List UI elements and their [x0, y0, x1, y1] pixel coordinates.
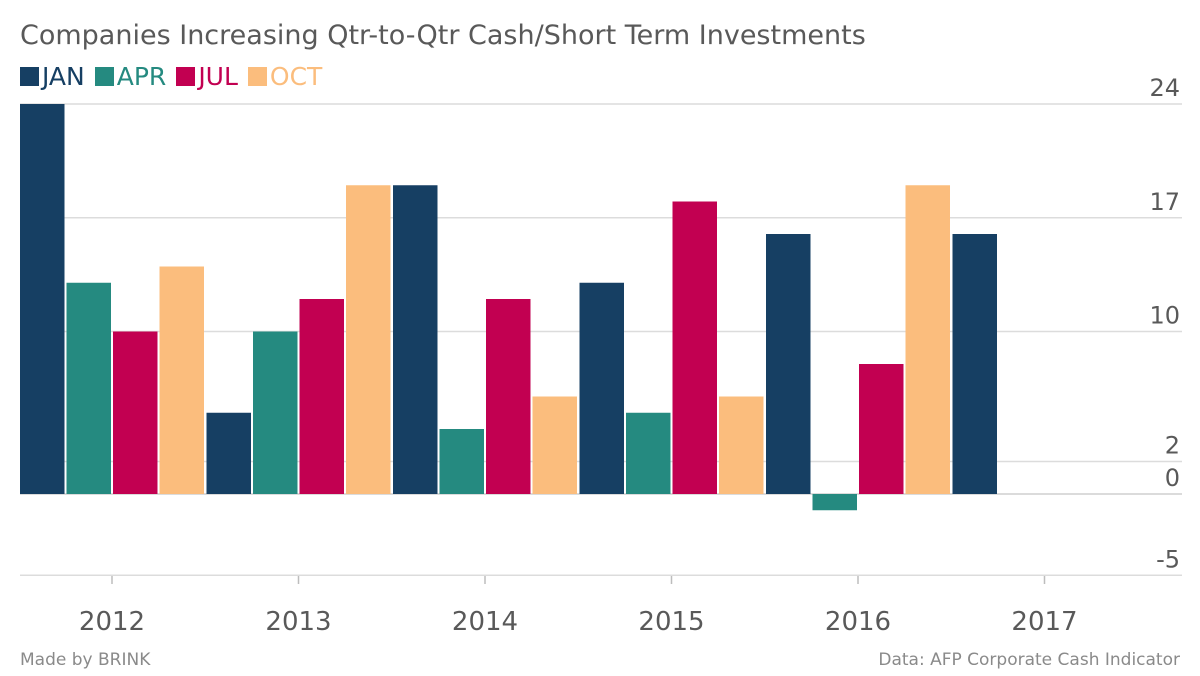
bar-jan-2014: [393, 185, 438, 494]
bar-jan-2013: [206, 412, 251, 494]
legend-item-oct: OCT: [247, 61, 323, 91]
x-tick-label: 2014: [452, 607, 518, 637]
y-tick-label: -5: [1156, 545, 1180, 573]
bar-apr-2016: [812, 494, 857, 511]
x-tick-label: 2012: [79, 607, 145, 637]
bar-jan-2015: [579, 282, 624, 494]
legend-label-oct: OCT: [269, 61, 323, 91]
legend-swatch-oct: [247, 66, 267, 86]
bar-jan-2012: [20, 104, 65, 494]
x-axis-labels: 2012 2013 2014 2015 2016 2017: [79, 576, 1078, 637]
bar-oct-2012: [159, 266, 204, 494]
bar-jul-2013: [299, 299, 344, 494]
bar-apr-2012: [66, 282, 111, 494]
x-tick-label: 2015: [638, 607, 704, 637]
legend-swatch-jul: [176, 66, 196, 86]
legend: JAN APR JUL OCT: [20, 60, 332, 92]
legend-item-jan: JAN: [20, 62, 85, 91]
bar-apr-2015: [626, 412, 671, 494]
legend-label-jul: JUL: [198, 61, 238, 91]
legend-label-jan: JAN: [42, 61, 85, 91]
y-tick-label: 17: [1149, 188, 1180, 216]
x-tick-label: 2017: [1011, 607, 1077, 637]
chart-title: Companies Increasing Qtr-to-Qtr Cash/Sho…: [20, 20, 866, 51]
y-tick-label: 2: [1165, 432, 1180, 460]
bar-jul-2016: [859, 364, 904, 494]
bar-oct-2013: [346, 185, 391, 494]
bar-oct-2016: [905, 185, 950, 494]
bar-oct-2015: [719, 396, 764, 494]
bar-jul-2015: [672, 201, 717, 494]
bars: [20, 104, 997, 511]
y-tick-label: 10: [1149, 302, 1180, 330]
legend-label-apr: APR: [116, 61, 167, 91]
legend-swatch-apr: [94, 66, 114, 86]
x-tick-label: 2013: [265, 607, 331, 637]
bar-apr-2014: [439, 429, 484, 494]
bar-jan-2017: [952, 234, 997, 494]
bar-oct-2014: [532, 396, 577, 494]
bar-apr-2013: [253, 331, 298, 494]
y-tick-label: 0: [1165, 464, 1180, 492]
credit-text: Made by BRINK: [20, 650, 151, 670]
legend-item-apr: APR: [94, 61, 167, 91]
y-tick-label: 24: [1149, 74, 1180, 102]
x-tick-label: 2016: [825, 607, 891, 637]
bar-jul-2012: [113, 331, 158, 494]
legend-item-jul: JUL: [176, 62, 238, 91]
bar-jan-2016: [766, 234, 811, 494]
bar-jul-2014: [486, 299, 531, 494]
y-axis-labels: 24 17 10 2 0 -5: [1149, 74, 1180, 573]
source-text: Data: AFP Corporate Cash Indicator: [878, 650, 1180, 670]
legend-swatch-jan: [20, 66, 39, 86]
